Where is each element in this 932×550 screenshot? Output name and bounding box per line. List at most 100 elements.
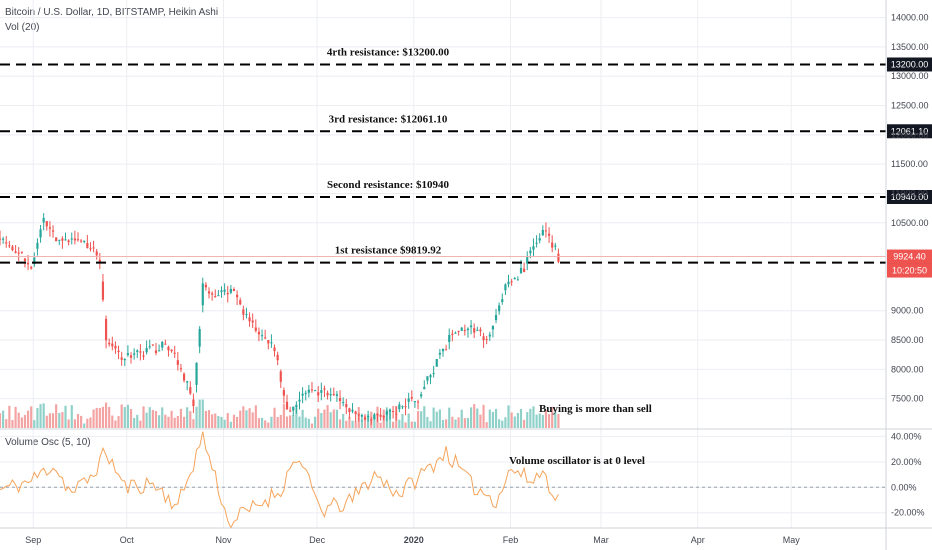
resistance-label: 4rth resistance: $13200.00 — [327, 46, 450, 58]
volume-bar — [457, 417, 460, 428]
volume-bar — [164, 414, 167, 428]
candle-body — [217, 295, 220, 297]
volume-bar — [264, 420, 267, 428]
volume-bar — [154, 411, 158, 428]
volume-bar — [460, 409, 463, 428]
volume-bar — [285, 416, 289, 428]
candle-body — [551, 242, 554, 248]
candle-body — [407, 398, 410, 402]
volume-bar — [176, 415, 179, 428]
volume-bar — [373, 413, 376, 428]
volume-bar — [248, 408, 251, 428]
candle-body — [335, 394, 339, 396]
volume-bar — [170, 410, 173, 428]
volume-bar — [148, 407, 151, 428]
candle-body — [226, 292, 229, 295]
candle-body — [526, 257, 529, 264]
volume-bar — [223, 419, 226, 428]
volume-bar — [438, 409, 441, 428]
volume-note: Buying is more than sell — [539, 403, 652, 415]
grid — [0, 0, 886, 528]
candle-body — [426, 376, 429, 381]
volume-bars — [0, 399, 560, 428]
volume-bar — [301, 409, 304, 428]
volume-bar — [108, 406, 111, 428]
candle-body — [332, 394, 335, 396]
volume-bar — [491, 411, 495, 428]
price-axis-tick: 8000.00 — [891, 364, 924, 374]
volume-bar — [398, 419, 401, 428]
volume-bar — [251, 412, 254, 428]
price-axis-tick: 12500.00 — [891, 101, 929, 111]
price-tag-label: 10940.00 — [891, 192, 929, 202]
candle-body — [5, 242, 8, 244]
candle-body — [179, 368, 183, 370]
time-axis-tick: May — [783, 535, 801, 545]
candle-body — [70, 238, 73, 240]
volume-bar — [186, 407, 189, 428]
volume-bar — [42, 403, 45, 428]
candle-body — [176, 360, 179, 365]
resistance-label: 3rd resistance: $12061.10 — [329, 113, 448, 125]
volume-bar — [360, 419, 363, 428]
candle-body — [111, 343, 114, 347]
volume-bar — [289, 415, 292, 428]
candle-body — [239, 300, 242, 305]
candle-body — [298, 399, 301, 402]
candle-body — [301, 393, 304, 396]
volume-bar — [473, 404, 476, 428]
candle-body — [370, 419, 373, 421]
candle-body — [11, 246, 14, 251]
candle-body — [420, 394, 423, 397]
volume-bar — [73, 419, 76, 428]
oscillator-indicator-label: Volume Osc (5, 10) — [5, 437, 91, 448]
volume-bar — [217, 416, 220, 428]
candle-body — [373, 415, 376, 420]
volume-bar — [139, 420, 142, 428]
volume-bar — [242, 406, 245, 428]
oscillator-axis-tick: 0.00% — [891, 482, 917, 492]
volume-bar — [101, 406, 105, 428]
candle-body — [292, 406, 295, 411]
candle-body — [120, 357, 123, 360]
price-axis-tick: 8500.00 — [891, 335, 924, 345]
volume-bar — [407, 413, 410, 428]
chart-title: Bitcoin / U.S. Dollar, 1D, BITSTAMP, Hei… — [5, 7, 219, 18]
candle-body — [441, 348, 445, 352]
candle-body — [416, 401, 420, 403]
volume-bar — [554, 412, 557, 428]
candle-body — [273, 347, 276, 352]
candle-body — [236, 294, 239, 298]
candle-body — [45, 221, 48, 227]
candle-body — [538, 238, 541, 241]
candle-body — [429, 375, 432, 378]
volume-bar — [192, 419, 195, 428]
candle-body — [92, 247, 95, 249]
volume-bar — [307, 418, 310, 428]
volume-bar — [267, 422, 270, 428]
volume-bar — [298, 416, 301, 428]
candle-body — [488, 334, 491, 337]
candle-body — [485, 339, 488, 341]
volume-bar — [441, 419, 445, 428]
volume-bar — [279, 414, 282, 428]
volume-bar — [117, 416, 120, 428]
volume-bar — [189, 411, 192, 428]
volume-bar — [463, 418, 466, 428]
candle-body — [376, 413, 379, 416]
candle-body — [129, 355, 133, 358]
volume-bar — [129, 409, 133, 428]
volume-bar — [466, 417, 470, 428]
volume-bar — [207, 410, 211, 428]
candle-body — [33, 257, 36, 265]
candle-body — [164, 343, 167, 345]
candle-body — [80, 240, 83, 242]
candle-body — [198, 329, 201, 347]
volume-bar — [239, 410, 242, 428]
candle-body — [501, 299, 504, 303]
candle-body — [251, 320, 254, 323]
volume-bar — [23, 414, 27, 428]
volume-bar — [501, 420, 504, 428]
volume-bar — [413, 421, 417, 428]
